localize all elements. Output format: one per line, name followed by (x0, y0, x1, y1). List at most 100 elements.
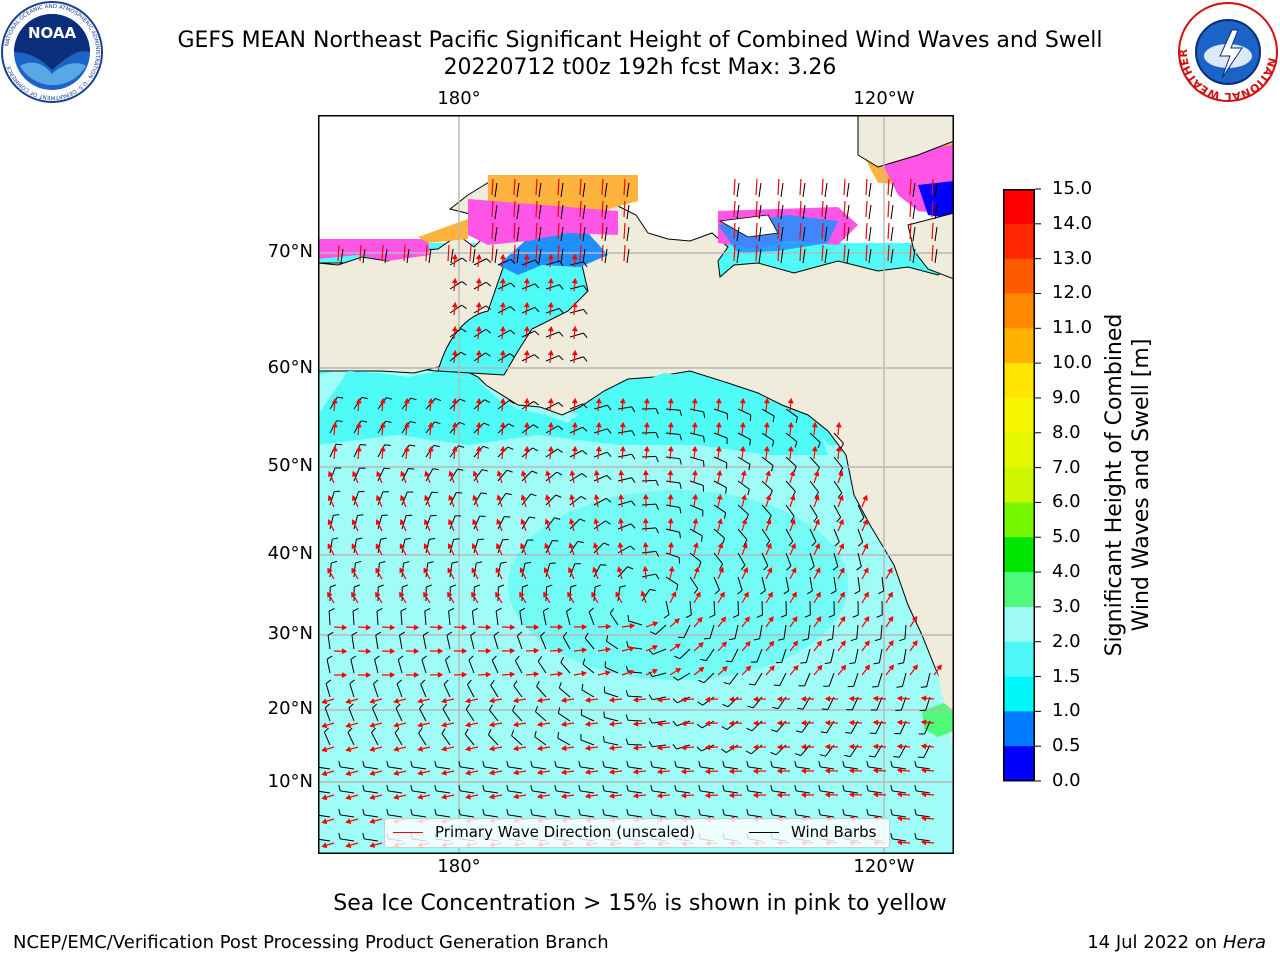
wind-barb (713, 576, 720, 591)
wave-arrow-head (441, 769, 447, 776)
wave-arrow-head (321, 698, 328, 705)
wind-barb (713, 600, 716, 616)
wind-barb (802, 248, 806, 264)
wind-barb (934, 182, 938, 198)
wave-arrow-head (560, 697, 567, 704)
wave-arrow-head (717, 542, 724, 549)
wind-barb (854, 648, 859, 663)
wind-barb (449, 468, 458, 482)
wave-arrow (513, 178, 516, 196)
wave-arrow-head (936, 664, 942, 671)
wind-barb (569, 473, 583, 482)
wave-arrow-head (496, 494, 503, 501)
wind-barb (705, 648, 715, 661)
wave-arrow-head (571, 397, 578, 404)
wave-arrow-head (642, 493, 649, 500)
wave-arrow-head (920, 719, 927, 726)
wind-barb-feather (529, 516, 536, 519)
wave-arrow-head (863, 591, 869, 598)
wind-barb (844, 814, 859, 818)
wave-arrow-head (896, 743, 903, 750)
wind-barb (329, 396, 338, 410)
wind-barb-feather (679, 482, 682, 489)
wind-barb-feather (458, 808, 461, 816)
wave-arrow-head (595, 445, 602, 452)
wind-barb (449, 351, 462, 362)
wind-barb-feather (558, 402, 564, 407)
wind-barb (754, 672, 763, 686)
colorbar-tick-label: 5.0 (1052, 526, 1081, 548)
wave-arrow (425, 244, 428, 262)
wind-barb (497, 306, 511, 314)
wave-arrow-head (536, 697, 543, 704)
wave-arrow-head (327, 591, 333, 598)
wind-barb-feather (453, 538, 460, 540)
wind-barb-feather (423, 631, 429, 636)
wave-arrow-head (533, 624, 540, 631)
wind-barb-feather (850, 638, 857, 642)
wind-barb (560, 204, 564, 220)
wave-arrow-head (704, 720, 711, 727)
wave-arrow-head (691, 397, 698, 404)
wave-arrow-head (375, 543, 381, 550)
wave-arrow-head (399, 519, 406, 526)
wind-barb (665, 408, 680, 411)
wind-barb-feather (533, 401, 539, 406)
wind-barb-feather (655, 480, 659, 487)
wave-arrow-head (557, 647, 564, 654)
wind-barb-feather (582, 450, 588, 455)
wave-arrow-head (887, 615, 894, 623)
wind-barb-feather (842, 784, 845, 792)
wave-arrow-head (667, 517, 674, 524)
wind-barb (545, 517, 555, 530)
wave-arrow-head (475, 397, 482, 404)
wave-arrow-head (393, 698, 400, 704)
wind-barb-feather (448, 607, 455, 612)
wave-arrow-head (791, 591, 797, 598)
wind-barb-feather (828, 614, 835, 618)
wind-barb-feather (506, 760, 509, 768)
wave-arrow-head (533, 647, 540, 654)
wind-barb-feather (331, 560, 338, 564)
wind-barb (460, 766, 475, 770)
wave-arrow-head (835, 421, 842, 428)
wind-barb (604, 741, 619, 746)
wind-barb (868, 790, 883, 794)
wind-barb-feather (626, 641, 629, 648)
wind-barb-feather (464, 728, 469, 735)
wind-barb (521, 354, 535, 362)
wind-barb-feather (723, 512, 727, 519)
wind-barb-feather (869, 732, 876, 735)
wave-arrow-head (674, 643, 681, 649)
wind-barb-feather (655, 527, 660, 534)
wind-barb-feather (330, 584, 336, 588)
wave-arrow-head (417, 769, 423, 776)
wind-barb (617, 500, 632, 506)
wave-arrow-head (355, 445, 362, 452)
wave-arrow-head (441, 721, 447, 728)
wind-barb (484, 790, 499, 794)
wind-barb (471, 611, 475, 626)
wave-arrow-head (345, 746, 352, 752)
wind-barb-feather (511, 729, 515, 736)
wind-barb (560, 248, 564, 264)
wind-barb (512, 710, 523, 722)
wind-barb-feather (780, 614, 787, 618)
wind-barb-feather (362, 808, 365, 816)
wind-barb (569, 356, 584, 362)
wave-arrow-head (656, 744, 663, 751)
wave-arrow-head (920, 839, 927, 846)
wind-barb (473, 469, 483, 482)
wave-arrow-head (595, 397, 602, 404)
lat-label-50n: 50°N (267, 455, 313, 476)
lon-label-top-120w: 120°W (853, 88, 915, 109)
wave-arrow-head (595, 421, 602, 428)
wave-arrow-head (417, 793, 423, 800)
wave-arrow (513, 200, 516, 218)
wave-arrow-head (465, 721, 471, 728)
wind-barb (508, 814, 523, 818)
wind-barb-feather (732, 614, 739, 618)
wave-arrow-head (864, 640, 870, 647)
wind-barb-feather (672, 743, 677, 750)
wind-barb-feather (456, 492, 463, 494)
